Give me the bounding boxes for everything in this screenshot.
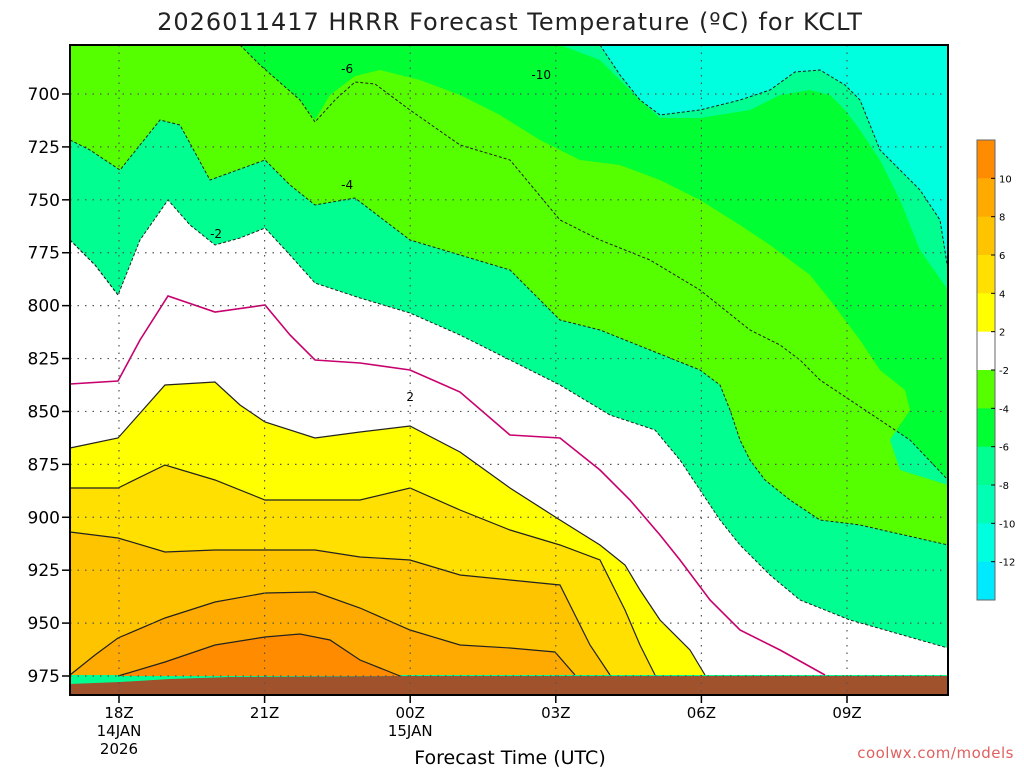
fill-band-minus4 <box>70 45 948 545</box>
x-tick-sublabel: 2026 <box>100 740 138 758</box>
y-tick-label: 850 <box>28 402 60 422</box>
contour-line-2 <box>69 381 706 676</box>
colorbar-label: 2 <box>999 328 1005 339</box>
x-tick-label: 21Z <box>250 704 279 722</box>
contour-line-4 <box>70 464 656 676</box>
fill-band-minus6 <box>70 45 948 480</box>
x-tick-label: 03Z <box>541 704 570 722</box>
credit-text: coolwx.com/models <box>857 744 1014 762</box>
colorbar-swatch <box>977 255 995 294</box>
y-tick-label: 925 <box>28 561 60 581</box>
colorbar-label: 8 <box>999 213 1005 224</box>
contour-line-10 <box>117 633 401 677</box>
contour-line-minus4 <box>69 119 949 546</box>
colorbar-label: 6 <box>999 251 1005 262</box>
colorbar-swatch <box>977 523 995 563</box>
x-tick-label: 09Z <box>832 704 861 722</box>
y-tick-label: 800 <box>28 297 60 317</box>
contour-label: -4 <box>341 178 353 192</box>
colorbar-label: -12 <box>999 558 1015 569</box>
colorbar: 10 8 6 4 2 -2 -4 -6 -8 -10 -12 <box>976 139 1015 601</box>
contour-line-minus10 <box>599 44 949 271</box>
contour-line-minus2 <box>69 199 949 649</box>
colorbar-swatch <box>977 216 995 256</box>
y-tick-label: 700 <box>28 85 60 105</box>
x-axis-title: Forecast Time (UTC) <box>414 747 605 768</box>
temperature-contours <box>69 44 949 677</box>
colorbar-label: -10 <box>999 519 1015 530</box>
temperature-fill-bands <box>70 45 948 695</box>
fill-band-10-to-12 <box>118 634 400 676</box>
contour-labels: -10 -6 -4 -2 2 <box>210 62 551 404</box>
colorbar-swatch <box>977 331 995 371</box>
ground-surface <box>70 676 948 695</box>
colorbar-swatch <box>977 140 995 179</box>
colorbar-swatch <box>977 408 995 448</box>
y-tick-label: 975 <box>28 667 60 687</box>
y-tick-label: 725 <box>28 138 60 158</box>
colorbar-swatch <box>977 293 995 333</box>
y-tick-label: 825 <box>28 350 60 370</box>
plot-frame <box>69 44 949 696</box>
x-tick-label: 00Z <box>396 704 425 722</box>
contour-label: -10 <box>531 68 551 82</box>
colorbar-swatch <box>977 446 995 486</box>
colorbar-swatch <box>977 178 995 218</box>
contour-line-zero <box>69 295 826 676</box>
colorbar-label: -2 <box>999 366 1009 377</box>
colorbar-label: 10 <box>999 174 1012 185</box>
contour-line-6 <box>69 531 611 676</box>
colorbar-label: 4 <box>999 289 1005 300</box>
y-tick-label: 875 <box>28 455 60 475</box>
contour-label: -2 <box>210 227 222 241</box>
colorbar-swatch <box>977 485 995 524</box>
y-axis: 700 725 750 775 800 825 850 875 900 925 950 975 <box>28 85 70 687</box>
colorbar-swatch <box>977 370 995 409</box>
contour-line-minus6 <box>239 44 949 481</box>
x-tick-sublabel: 14JAN <box>97 722 142 740</box>
chart-title: 2026011417 HRRR Forecast Temperature (ºC… <box>157 8 863 36</box>
x-tick-label: 06Z <box>687 704 716 722</box>
colorbar-label: -6 <box>999 443 1009 454</box>
contour-label: 2 <box>406 390 414 404</box>
colorbar-swatch <box>977 561 995 601</box>
colorbar-label: -8 <box>999 481 1009 492</box>
contour-line-8 <box>69 591 576 676</box>
x-tick-sublabel: 15JAN <box>388 722 433 740</box>
y-tick-label: 775 <box>28 244 60 264</box>
y-tick-label: 750 <box>28 191 60 211</box>
y-tick-label: 950 <box>28 614 60 634</box>
x-tick-label: 18Z <box>104 704 133 722</box>
contour-label: -6 <box>341 62 353 76</box>
colorbar-label: -4 <box>999 404 1009 415</box>
y-tick-label: 900 <box>28 508 60 528</box>
fill-band-cold <box>600 45 948 270</box>
